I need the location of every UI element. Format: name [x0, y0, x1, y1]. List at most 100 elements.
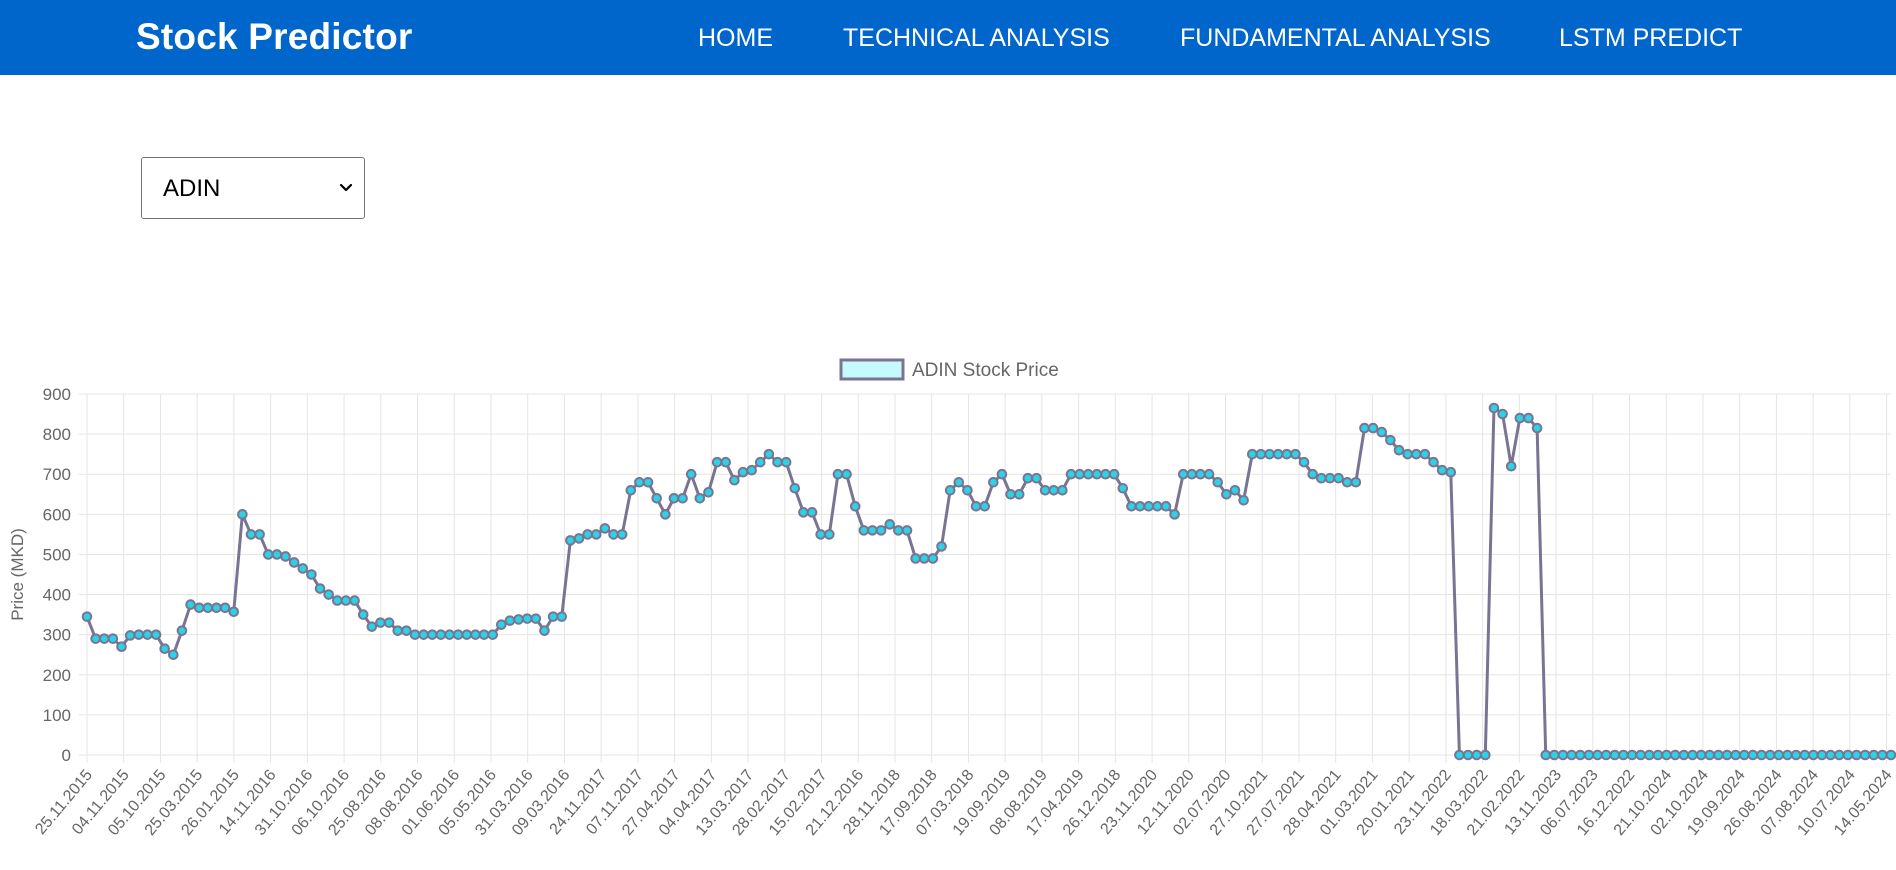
data-point[interactable] [703, 486, 714, 498]
data-point[interactable] [918, 553, 930, 564]
data-point[interactable] [1747, 749, 1759, 761]
legend-label[interactable]: ADIN Stock Price [912, 360, 1059, 381]
data-point[interactable] [910, 553, 921, 564]
data-point[interactable] [634, 476, 645, 488]
data-point[interactable] [1134, 501, 1146, 512]
data-point[interactable] [271, 549, 283, 560]
data-point[interactable] [642, 476, 654, 488]
data-point[interactable] [772, 456, 783, 468]
data-point[interactable] [1031, 472, 1042, 484]
data-point[interactable] [1100, 468, 1111, 480]
data-point[interactable] [228, 606, 240, 618]
data-point[interactable] [1635, 749, 1646, 761]
data-point[interactable] [1661, 749, 1672, 761]
data-point[interactable] [116, 641, 127, 653]
data-point[interactable] [625, 484, 637, 496]
data-point[interactable] [1316, 472, 1327, 484]
data-point[interactable] [1609, 749, 1621, 761]
data-point[interactable] [1376, 426, 1388, 438]
data-point[interactable] [521, 613, 533, 624]
data-point[interactable] [1687, 749, 1698, 761]
data-point[interactable] [1885, 749, 1896, 761]
brand-logo[interactable]: Stock Predictor [136, 16, 413, 57]
data-point[interactable] [1488, 402, 1500, 414]
data-point[interactable] [107, 633, 119, 644]
data-point[interactable] [936, 541, 947, 552]
data-point[interactable] [1851, 749, 1862, 761]
data-point[interactable] [1799, 749, 1810, 761]
data-point[interactable] [1531, 422, 1543, 434]
data-point[interactable] [1203, 468, 1215, 480]
data-point[interactable] [487, 629, 498, 640]
data-point[interactable] [1549, 749, 1560, 761]
data-point[interactable] [1367, 422, 1379, 434]
data-point[interactable] [288, 557, 300, 568]
data-point[interactable] [1497, 408, 1508, 420]
data-point[interactable] [1557, 749, 1569, 761]
data-point[interactable] [1350, 476, 1362, 488]
data-point[interactable] [409, 629, 421, 640]
data-point[interactable] [470, 629, 481, 640]
data-point[interactable] [556, 611, 568, 622]
data-point[interactable] [1574, 749, 1586, 761]
data-point[interactable] [461, 629, 473, 640]
data-point[interactable] [1825, 749, 1836, 761]
data-point[interactable] [1859, 749, 1871, 761]
data-point[interactable] [539, 625, 550, 636]
data-point[interactable] [711, 456, 723, 468]
data-point[interactable] [1393, 444, 1405, 456]
data-point[interactable] [1333, 472, 1344, 484]
data-point[interactable] [237, 509, 248, 520]
data-point[interactable] [1652, 749, 1664, 761]
data-point[interactable] [1082, 468, 1094, 480]
data-point[interactable] [1410, 448, 1422, 460]
data-point[interactable] [824, 529, 835, 540]
data-point[interactable] [323, 589, 334, 600]
data-point[interactable] [496, 619, 507, 630]
data-point[interactable] [1341, 476, 1353, 488]
data-point[interactable] [746, 464, 757, 476]
data-point[interactable] [565, 535, 576, 546]
data-point[interactable] [1074, 468, 1085, 480]
data-point[interactable] [1816, 749, 1828, 761]
data-point[interactable] [245, 529, 257, 540]
data-point[interactable] [694, 492, 706, 504]
data-point[interactable] [660, 509, 671, 520]
data-point[interactable] [262, 549, 274, 560]
data-point[interactable] [1186, 468, 1198, 480]
data-point[interactable] [81, 611, 93, 622]
data-point[interactable] [582, 529, 593, 540]
data-point[interactable] [176, 625, 188, 636]
data-point[interactable] [996, 468, 1008, 480]
data-point[interactable] [789, 482, 801, 494]
data-point[interactable] [332, 595, 343, 606]
data-point[interactable] [1091, 468, 1103, 480]
data-point[interactable] [1039, 484, 1051, 496]
data-point[interactable] [1790, 749, 1802, 761]
data-point[interactable] [1359, 422, 1370, 434]
data-point[interactable] [1065, 468, 1077, 480]
data-point[interactable] [1877, 749, 1888, 761]
data-point[interactable] [1445, 466, 1457, 478]
data-point[interactable] [1523, 412, 1534, 424]
data-point[interactable] [849, 501, 861, 512]
data-point[interactable] [1842, 749, 1854, 761]
data-point[interactable] [729, 474, 740, 486]
data-point[interactable] [1324, 472, 1336, 484]
data-point[interactable] [1290, 448, 1301, 460]
data-point[interactable] [1152, 501, 1163, 512]
data-point[interactable] [375, 617, 386, 628]
data-point[interactable] [1117, 482, 1129, 494]
data-point[interactable] [988, 476, 999, 488]
data-point[interactable] [573, 533, 585, 544]
data-point[interactable] [780, 456, 792, 468]
data-point[interactable] [867, 525, 878, 536]
data-point[interactable] [1462, 749, 1474, 761]
data-point[interactable] [1566, 749, 1577, 761]
data-point[interactable] [357, 609, 369, 620]
data-point[interactable] [444, 629, 455, 640]
data-point[interactable] [1160, 501, 1172, 512]
data-point[interactable] [1022, 472, 1034, 484]
data-point[interactable] [1143, 501, 1154, 512]
data-point[interactable] [1868, 749, 1880, 761]
